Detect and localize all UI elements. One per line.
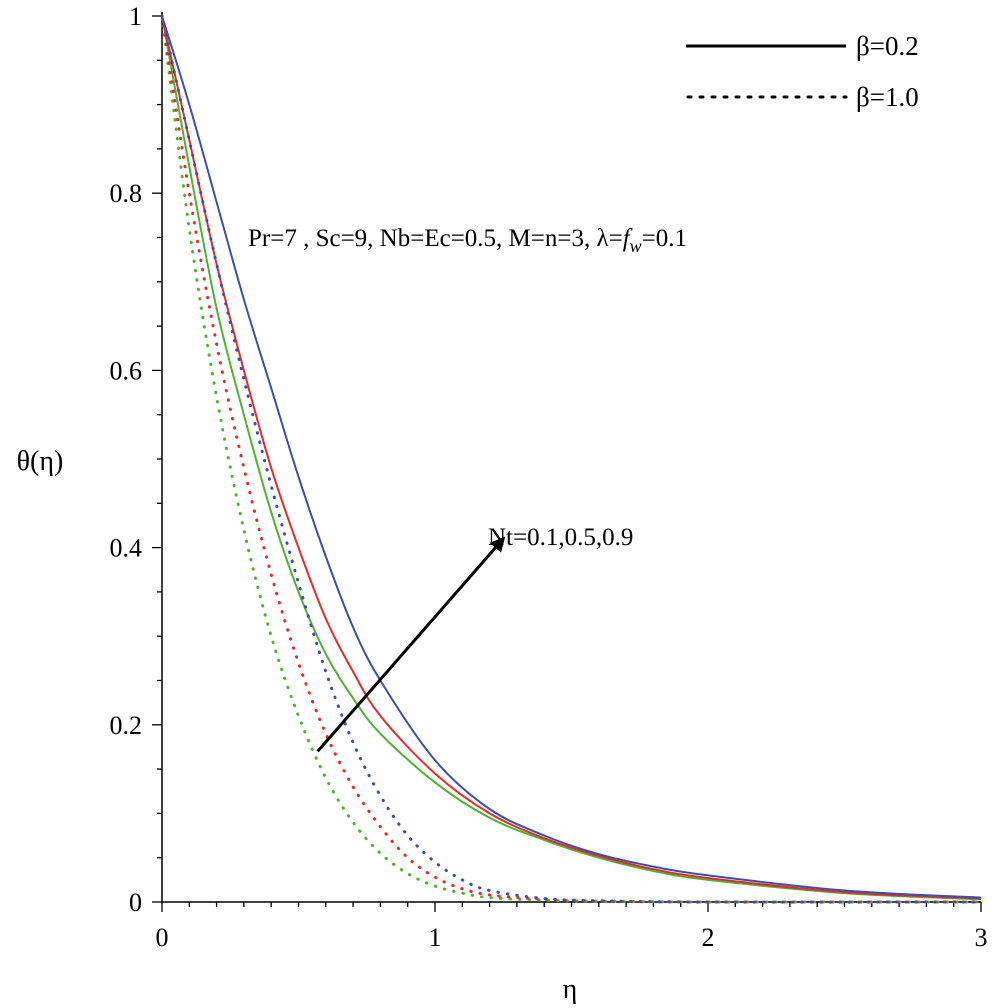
nt-arrow	[316, 536, 506, 753]
series-line-beta-0-2-nt-0-5	[161, 15, 982, 900]
series-line-beta-0-2-nt-0-9	[161, 15, 982, 899]
series-line-beta-1-0-nt-0-9	[160, 14, 983, 904]
y-tick-label: 0	[129, 888, 142, 917]
y-tick-label: 0.6	[110, 356, 143, 385]
y-tick-label: 0.2	[110, 711, 143, 740]
series-line-beta-1-0-nt-0-5	[160, 14, 983, 904]
x-tick-label: 1	[429, 923, 442, 952]
nt-arrow-label: Nt=0.1,0.5,0.9	[488, 524, 633, 551]
param-suffix: =0.1	[642, 225, 687, 252]
x-tick-label: 0	[156, 923, 169, 952]
legend-dotted-label: β=1.0	[856, 82, 919, 112]
y-axis-title: θ(η)	[17, 446, 64, 477]
param-sub: w	[630, 236, 642, 256]
series-line-beta-0-2-nt-0-1	[161, 15, 982, 901]
legend: β=0.2 β=1.0	[686, 31, 919, 112]
series-line-beta-1-0-nt-0-1	[160, 14, 983, 904]
y-tick-label: 1	[129, 2, 142, 31]
x-ticks: 0 1 2 3	[156, 902, 988, 952]
y-tick-label: 0.4	[110, 534, 143, 563]
parameter-annotation: Pr=7 , Sc=9, Nb=Ec=0.5, M=n=3, λ=fw=0.1	[248, 225, 687, 256]
y-tick-label: 0.8	[110, 179, 143, 208]
param-prefix: Pr=7 , Sc=9, Nb=Ec=0.5, M=n=3, λ=	[248, 225, 623, 252]
y-ticks: 0 0.2 0.4 0.6 0.8 1	[110, 2, 162, 917]
x-tick-label: 3	[975, 923, 988, 952]
x-tick-label: 2	[702, 923, 715, 952]
x-axis-title: η	[563, 974, 578, 1005]
plot-frame	[161, 12, 981, 903]
legend-solid-label: β=0.2	[856, 31, 919, 61]
param-f: f	[623, 225, 633, 252]
series-layer	[160, 14, 983, 904]
